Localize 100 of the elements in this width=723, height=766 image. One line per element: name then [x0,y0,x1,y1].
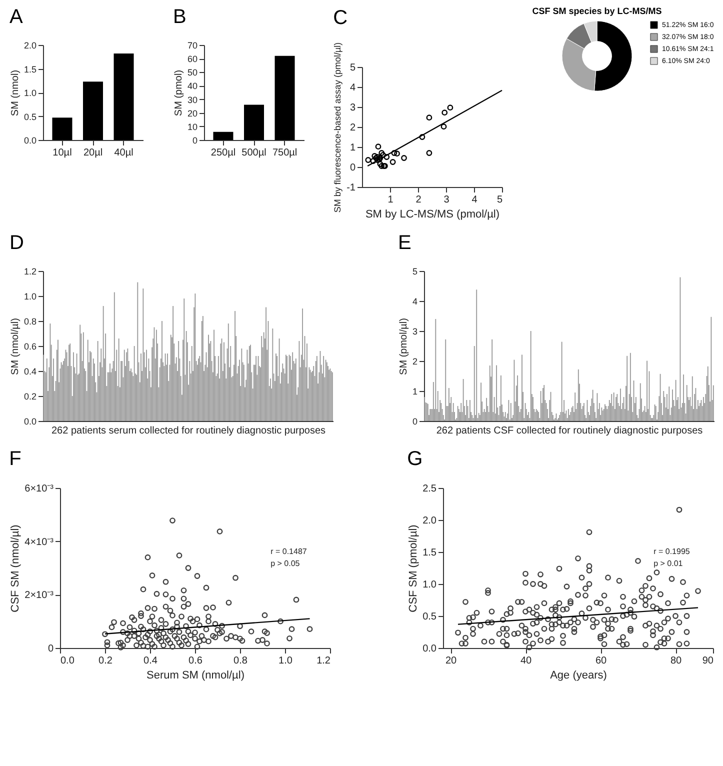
y-tick-label: 0.8 [24,316,36,326]
chart-title: A [9,6,24,28]
bar [52,118,72,140]
x-tick-label: 0.4 [144,656,158,666]
annotation: p > 0.05 [270,559,300,568]
y-tick-label: 0.6 [24,342,36,352]
x-tick-label: 0.8 [234,656,248,666]
x-tick-label: 20µl [83,148,103,158]
point [372,153,378,159]
point [390,159,396,165]
x-tick-label: 1.2 [316,656,331,666]
y-tick-label: 60 [187,54,198,64]
chart-title: E [398,232,412,254]
y-axis-title: SM (pmol/µl) [398,318,410,375]
point [447,104,454,111]
y-tick-label: 1.5 [422,548,437,558]
chart-title: D [9,232,24,254]
annotation: r = 0.1995 [654,547,690,556]
y-tick-label: 2.0 [422,516,437,526]
x-axis-title: SM by LC-MS/MS (pmol/µl) [365,208,500,220]
y-tick-label: 1 [412,386,418,396]
y-tick-label: 2.0 [24,40,36,50]
x-axis-title: Serum SM (nmol/µl) [146,670,245,682]
y-tick-label: 30 [187,94,198,105]
y-tick-label: 5 [412,266,418,276]
y-tick-label: 2 [412,356,418,366]
y-tick-label: 70 [187,40,198,50]
x-tick-label: 250µl [210,148,236,158]
y-tick-label: 0.4 [24,366,36,376]
point [440,124,447,130]
y-tick-label: 0 [192,136,198,146]
point [426,114,432,121]
point [378,163,385,169]
x-tick-label: 500µl [242,148,266,158]
y-axis-title: SM (nmol) [10,70,21,116]
y-axis-title: SM (nmol/µl) [10,318,21,375]
y-axis-title: CSF SM (pmol/µl) [408,524,420,612]
y-tick-label: 0 [48,644,54,654]
x-axis-title: 262 patients CSF collected for routinely diagnostic purposes [436,426,703,436]
y-tick-label: 0 [350,162,356,174]
y-tick-label: 0.0 [24,136,36,146]
y-tick-label: 3 [412,326,418,336]
y-tick-label: 1.0 [24,88,36,98]
x-tick-label: 750µl [272,148,298,158]
point [426,150,432,156]
chart-title: CSF SM species by LC-MS/MS [532,6,662,16]
y-tick-label: 1.0 [24,292,36,302]
y-tick-label: 4 [350,82,356,94]
x-tick-label: 1.0 [278,656,293,666]
y-tick-label: 0.5 [422,612,437,622]
y-tick-label: 10 [187,122,198,132]
y-axis-title: CSF SM (nmol/µl) [10,524,22,612]
point [375,144,382,150]
x-tick-label: 0.0 [60,656,75,666]
chart-title: C [333,6,348,29]
bar [274,56,295,140]
y-tick-label: 5 [350,62,356,74]
point [378,150,385,156]
y-tick-label: 0.0 [422,644,437,654]
y-tick-label: -1 [346,182,356,194]
y-tick-label: 6×10⁻³ [24,484,54,494]
x-axis-title: Age (years) [550,670,607,682]
chart-title: F [9,448,22,470]
x-axis-title: 262 patients serum collected for routinely diagnostic purposes [51,426,326,436]
chart-title: B [172,6,186,28]
y-tick-label: 0.5 [24,112,36,122]
y-tick-label: 20 [187,108,198,118]
point [401,155,407,161]
y-tick-label: 4×10⁻³ [24,536,54,548]
bar [114,54,134,140]
bar [244,104,264,140]
point [384,154,390,160]
x-tick-label: 10µl [52,148,72,158]
y-tick-label: 0.0 [24,416,36,426]
y-axis-title: SM (pmol) [173,70,184,116]
y-tick-label: 40 [187,81,198,92]
x-tick-label: 80 [670,656,682,666]
point [391,150,398,156]
y-tick-label: 1.5 [24,64,36,74]
y-axis-title: SM by fluorescence-based assay (pmol/µl) [332,42,343,213]
point [419,134,426,140]
y-tick-label: 0 [412,416,418,426]
bar [83,82,103,140]
x-tick-label: 0.2 [98,656,113,666]
point [377,161,384,167]
y-tick-label: 1.0 [422,580,437,590]
y-tick-label: 1.2 [24,266,36,276]
y-tick-label: 2.5 [422,484,437,494]
x-tick-label: 1 [388,194,394,206]
chart-title: G [407,448,423,470]
annotation: r = 0.1487 [270,547,308,556]
point [370,158,376,164]
y-tick-label: 2 [350,122,356,134]
x-tick-label: 4 [472,194,478,206]
x-tick-label: 20 [445,656,457,666]
x-tick-label: 40µl [114,148,134,158]
y-tick-label: 50 [187,68,198,78]
x-tick-label: 90 [702,656,714,666]
x-tick-label: 3 [444,194,450,206]
point [365,157,372,163]
